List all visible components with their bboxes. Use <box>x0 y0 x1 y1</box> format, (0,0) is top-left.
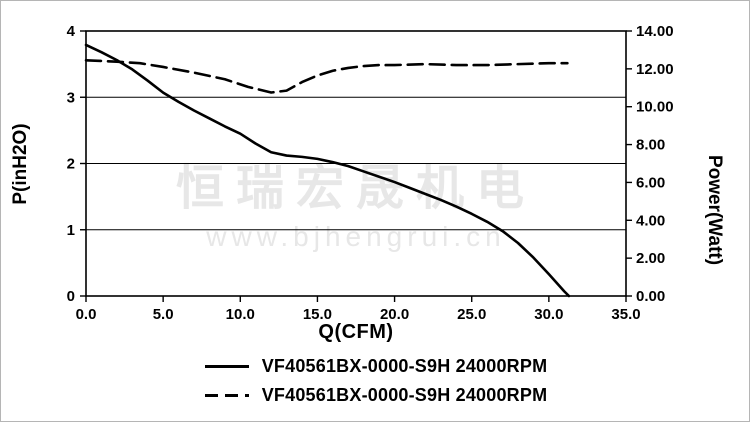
x-tick-label: 0.0 <box>76 306 97 323</box>
left-tick-label: 3 <box>67 89 75 106</box>
left-tick-label: 2 <box>67 156 75 173</box>
left-tick-label: 4 <box>67 23 76 40</box>
solid-line-sample <box>204 365 249 368</box>
y-axis-left-label: P(inH2O) <box>10 123 31 205</box>
legend-item-pressure-curve: VF40561BX-0000-S9H 24000RPM <box>1 352 749 381</box>
right-tick-label: 14.00 <box>636 23 674 40</box>
x-tick-label: 5.0 <box>153 306 174 323</box>
x-axis-label: Q(CFM) <box>318 321 394 343</box>
x-tick-label: 10.0 <box>226 306 255 323</box>
x-tick-label: 25.0 <box>457 306 486 323</box>
right-tick-label: 8.00 <box>636 137 665 154</box>
dashed-line-sample <box>204 394 249 397</box>
x-tick-label: 35.0 <box>611 306 640 323</box>
legend: VF40561BX-0000-S9H 24000RPM VF40561BX-00… <box>1 352 749 410</box>
left-tick-label: 0 <box>67 288 75 305</box>
x-tick-label: 20.0 <box>380 306 409 323</box>
y-axis-right-label: Power(Watt) <box>704 154 725 266</box>
legend-item-power-curve: VF40561BX-0000-S9H 24000RPM <box>1 381 749 410</box>
right-tick-label: 12.00 <box>636 61 674 78</box>
right-tick-label: 0.00 <box>636 288 665 305</box>
dashed-curve <box>84 59 569 94</box>
right-tick-label: 10.00 <box>636 99 674 116</box>
solid-curve <box>84 43 571 298</box>
x-tick-label: 30.0 <box>534 306 563 323</box>
legend-label-pressure: VF40561BX-0000-S9H 24000RPM <box>261 356 548 376</box>
x-tick-label: 15.0 <box>303 306 332 323</box>
legend-label-power: VF40561BX-0000-S9H 24000RPM <box>261 385 548 405</box>
chart-plot-area: 0 1 2 3 4 0.00 2.00 4.00 6.00 8.00 10.00 12.00 14.00… <box>67 23 674 323</box>
left-tick-label: 1 <box>67 222 75 239</box>
right-tick-label: 2.00 <box>636 250 665 267</box>
right-tick-label: 4.00 <box>636 212 665 229</box>
right-tick-label: 6.00 <box>636 174 665 191</box>
